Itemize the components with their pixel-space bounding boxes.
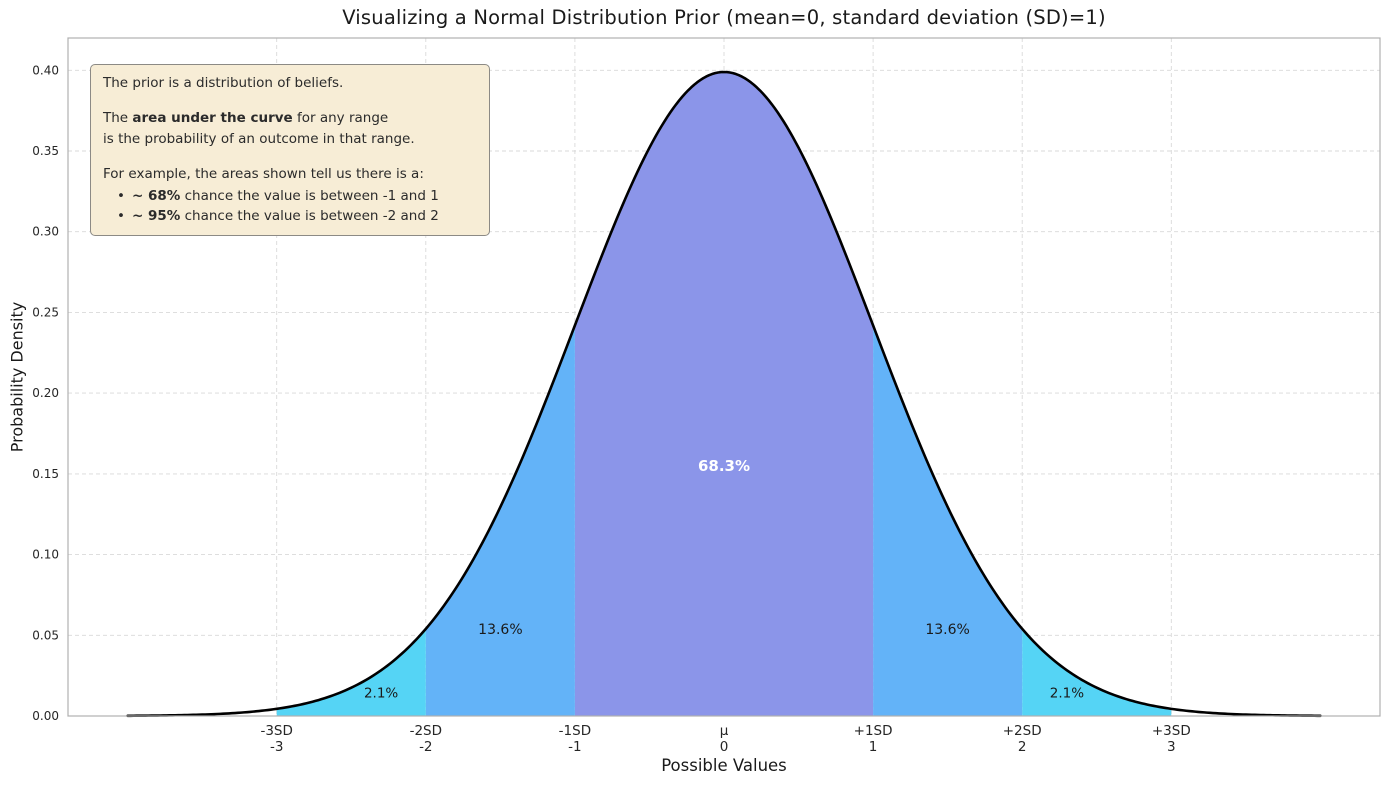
- bullet-marker: •: [117, 207, 125, 224]
- annotation-bullet-95: • ~ 95% chance the value is between -2 an…: [103, 207, 477, 227]
- x-tick-value-label: -2: [419, 739, 432, 755]
- annotation-box: The prior is a distribution of beliefs. …: [90, 64, 490, 236]
- y-tick-label: 0.15: [32, 467, 59, 481]
- region-percentage-label: 13.6%: [925, 622, 969, 638]
- region-percentage-label: 2.1%: [1050, 686, 1084, 702]
- x-tick-value-label: -1: [568, 739, 581, 755]
- y-tick-label: 0.25: [32, 305, 59, 319]
- region-percentage-label: 68.3%: [698, 457, 750, 475]
- shaded-region-2.1%: [276, 628, 426, 716]
- annotation-line-2: The area under the curve for any range i…: [103, 108, 477, 150]
- x-tick-value-label: -3: [270, 739, 283, 755]
- annotation-area-pre: The: [103, 110, 133, 126]
- shaded-region-68.3%: [574, 71, 874, 717]
- y-axis-label: Probability Density: [7, 301, 27, 453]
- x-tick-sd-label: -2SD: [410, 723, 442, 739]
- annotation-example-text: For example, the areas shown tell us the…: [103, 166, 424, 182]
- x-tick-sd-label: +3SD: [1152, 723, 1191, 739]
- y-tick-label: 0.20: [32, 386, 59, 400]
- bullet-95-text: chance the value is between -2 and 2: [180, 207, 439, 224]
- x-tick-sd-label: μ: [720, 723, 729, 739]
- annotation-line-4: For example, the areas shown tell us the…: [103, 164, 477, 185]
- plot-border: [67, 37, 1381, 717]
- y-tick-label: 0.40: [32, 63, 59, 77]
- x-tick-sd-label: +1SD: [854, 723, 893, 739]
- y-tick-label: 0.00: [32, 709, 59, 723]
- y-tick-label: 0.35: [32, 144, 59, 158]
- shaded-region-2.1%: [1022, 628, 1172, 716]
- x-tick-value-label: 3: [1167, 739, 1176, 755]
- y-tick-label: 0.10: [32, 548, 59, 562]
- x-axis-label: Possible Values: [661, 756, 787, 775]
- annotation-bullet-68: • ~ 68% chance the value is between -1 an…: [103, 187, 477, 207]
- annotation-line-1: The prior is a distribution of beliefs.: [103, 73, 477, 94]
- annotation-line-3-text: is the probability of an outcome in that…: [103, 131, 415, 147]
- annotation-area-post: for any range: [292, 110, 389, 126]
- annotation-intro-text: The prior is a distribution of beliefs.: [103, 75, 344, 91]
- annotation-area-bold: area under the curve: [132, 110, 293, 126]
- region-percentage-label: 13.6%: [478, 622, 522, 638]
- chart-title: Visualizing a Normal Distribution Prior …: [342, 6, 1106, 29]
- bullet-95-bold: ~ 95%: [131, 207, 181, 224]
- x-tick-value-label: 2: [1018, 739, 1027, 755]
- x-tick-sd-label: +2SD: [1003, 723, 1042, 739]
- x-tick-value-label: 0: [720, 739, 729, 755]
- x-tick-value-label: 1: [869, 739, 878, 755]
- bullet-68-text: chance the value is between -1 and 1: [180, 188, 439, 204]
- x-tick-sd-label: -3SD: [260, 723, 292, 739]
- x-tick-sd-label: -1SD: [559, 723, 591, 739]
- y-tick-label: 0.05: [32, 628, 59, 642]
- region-percentage-label: 2.1%: [364, 686, 398, 702]
- bullet-marker: •: [117, 188, 125, 204]
- normal-curve: [126, 70, 1322, 718]
- y-tick-label: 0.30: [32, 225, 59, 239]
- bullet-68-bold: ~ 68%: [131, 188, 181, 204]
